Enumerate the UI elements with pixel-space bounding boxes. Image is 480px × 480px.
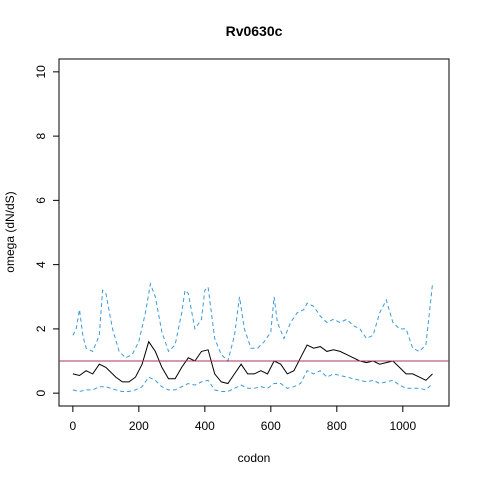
plot-frame: [58, 58, 450, 407]
x-tick-label: 400: [195, 419, 215, 433]
x-tick-label: 600: [261, 419, 281, 433]
y-tick-label: 2: [34, 325, 48, 332]
y-tick-label: 10: [34, 65, 48, 79]
y-tick-label: 0: [34, 389, 48, 396]
y-tick-label: 6: [34, 197, 48, 204]
plot-lines: [59, 282, 449, 393]
y-tick-label: 4: [34, 261, 48, 268]
lower-bound-line: [72, 370, 433, 393]
x-tick-label: 800: [327, 419, 347, 433]
x-axis-label: codon: [238, 451, 271, 465]
x-tick-label: 0: [70, 419, 77, 433]
chart-title: Rv0630c: [226, 23, 283, 39]
x-tick-label: 1000: [389, 419, 416, 433]
x-tick-label: 200: [129, 419, 149, 433]
upper-bound-line: [72, 282, 433, 362]
y-tick-label: 8: [34, 132, 48, 139]
axis-ticks: 0 200 400 600 800 1000 0 2 4 6 8 10: [34, 65, 416, 433]
y-axis-label: omega (dN/dS): [3, 191, 17, 272]
